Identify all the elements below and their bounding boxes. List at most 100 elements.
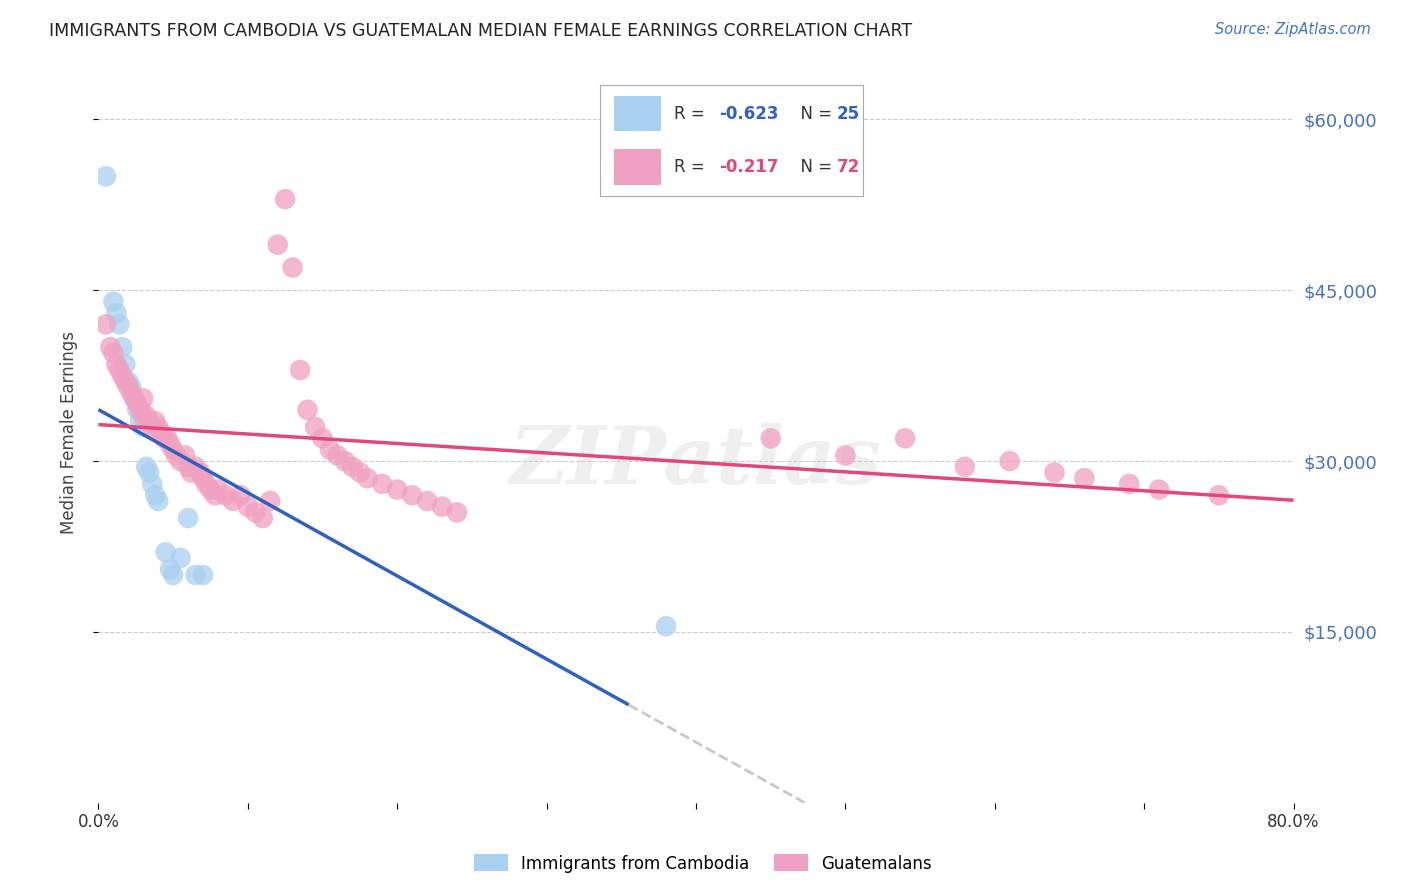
Point [953, 459, 976, 474]
Point [111, 368, 134, 383]
Y-axis label: Median Female Earnings: Median Female Earnings [59, 331, 77, 534]
Point [162, 442, 184, 457]
Point [156, 431, 179, 445]
Point [120, 380, 142, 394]
Point [129, 414, 152, 428]
Point [229, 488, 252, 502]
Point [259, 494, 281, 508]
Point [191, 471, 214, 485]
Point [117, 375, 139, 389]
Point [138, 414, 160, 428]
Point [169, 454, 191, 468]
Point [165, 449, 187, 463]
Point [169, 550, 191, 565]
Point [124, 392, 146, 406]
Point [103, 294, 125, 309]
Point [159, 562, 181, 576]
Point [98, 340, 122, 354]
Point [297, 402, 319, 417]
Point [204, 488, 226, 502]
Point [342, 459, 364, 474]
Point [245, 505, 267, 519]
Point [430, 500, 453, 514]
Point [94, 318, 117, 332]
Point [1043, 466, 1066, 480]
Point [177, 511, 200, 525]
Point [200, 483, 222, 497]
Point [326, 449, 349, 463]
Point [304, 420, 326, 434]
Point [114, 375, 136, 389]
Point [117, 380, 139, 394]
Point [105, 306, 128, 320]
Point [148, 494, 170, 508]
Point [124, 392, 146, 406]
Point [180, 466, 202, 480]
Point [129, 402, 152, 417]
Point [401, 488, 423, 502]
Point [446, 505, 468, 519]
Point [188, 466, 211, 480]
Point [288, 363, 311, 377]
Point [143, 488, 166, 502]
Point [141, 476, 163, 491]
Point [111, 340, 134, 354]
Point [108, 363, 131, 377]
Point [132, 409, 155, 423]
Point [356, 471, 378, 485]
Point [1073, 471, 1095, 485]
Point [103, 346, 125, 360]
Point [333, 454, 356, 468]
Point [252, 511, 274, 525]
Point [385, 483, 409, 497]
Point [132, 392, 155, 406]
Point [184, 459, 207, 474]
Point [127, 402, 149, 417]
Point [281, 260, 304, 275]
Point [135, 459, 157, 474]
Text: Source: ZipAtlas.com: Source: ZipAtlas.com [1215, 22, 1371, 37]
Point [416, 494, 439, 508]
Point [141, 420, 163, 434]
Point [214, 488, 236, 502]
Point [108, 318, 131, 332]
Point [207, 483, 229, 497]
Point [319, 442, 342, 457]
Point [759, 431, 782, 445]
Point [894, 431, 917, 445]
Point [191, 568, 214, 582]
Point [998, 454, 1021, 468]
Point [349, 466, 371, 480]
Point [153, 431, 176, 445]
Point [114, 357, 136, 371]
Point [138, 466, 160, 480]
Point [1118, 476, 1140, 491]
Point [155, 545, 177, 559]
Point [174, 449, 197, 463]
Point [1208, 488, 1230, 502]
Point [105, 357, 128, 371]
Point [267, 237, 290, 252]
Point [311, 431, 333, 445]
Point [1147, 483, 1170, 497]
Point [184, 568, 207, 582]
Text: IMMIGRANTS FROM CAMBODIA VS GUATEMALAN MEDIAN FEMALE EARNINGS CORRELATION CHART: IMMIGRANTS FROM CAMBODIA VS GUATEMALAN M… [49, 22, 912, 40]
Point [143, 414, 166, 428]
Point [132, 420, 155, 434]
Text: ZIPatlas: ZIPatlas [510, 424, 882, 501]
Point [94, 169, 117, 184]
Point [834, 449, 856, 463]
Point [159, 437, 181, 451]
Point [120, 385, 142, 400]
Point [150, 425, 173, 440]
Point [274, 192, 297, 206]
Point [177, 459, 200, 474]
Point [236, 500, 259, 514]
Point [135, 409, 157, 423]
Point [655, 619, 678, 633]
Legend: Immigrants from Cambodia, Guatemalans: Immigrants from Cambodia, Guatemalans [468, 847, 938, 880]
Point [371, 476, 394, 491]
Point [148, 420, 170, 434]
Point [222, 494, 245, 508]
Point [162, 568, 184, 582]
